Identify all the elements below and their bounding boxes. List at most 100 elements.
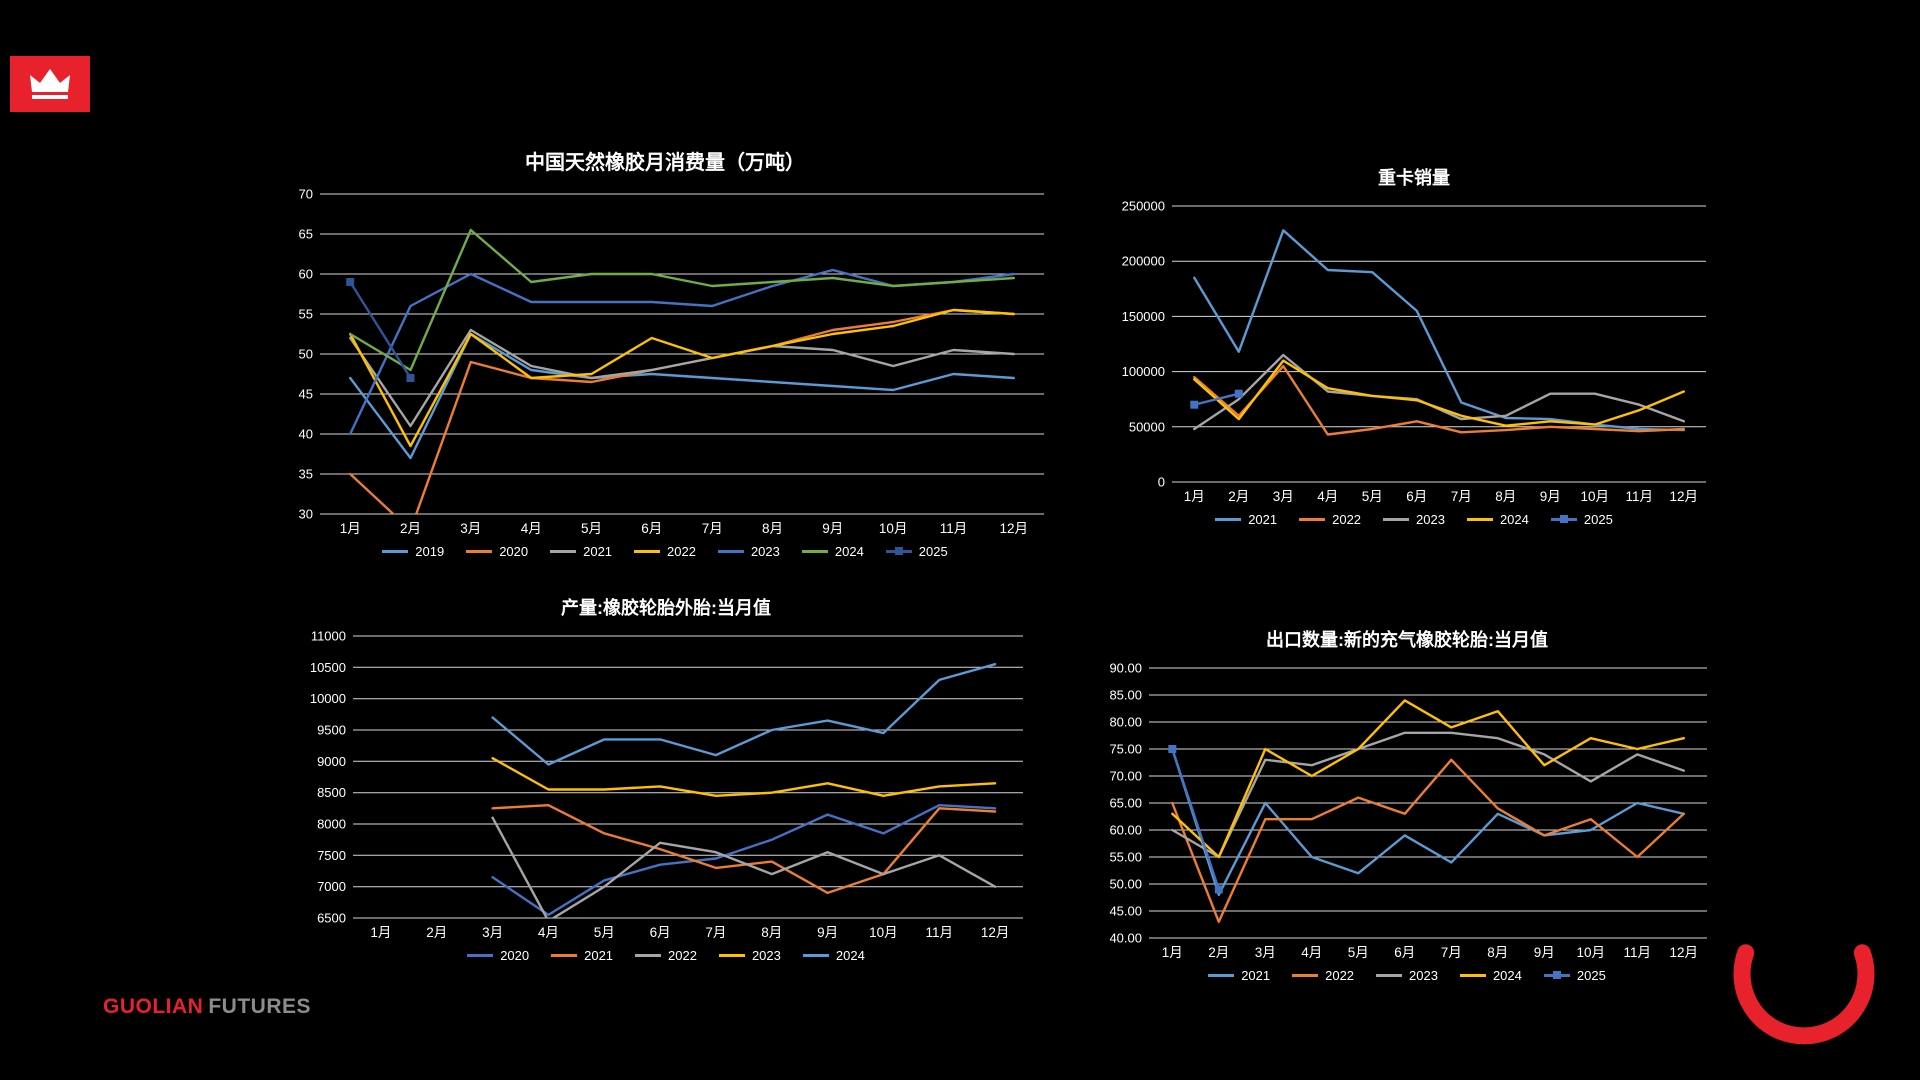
- y-tick-label: 7000: [317, 879, 346, 894]
- x-tick-label: 10月: [1577, 945, 1606, 960]
- legend-swatch: [1215, 518, 1242, 521]
- series-2024: [1171, 699, 1685, 859]
- legend-item-2022: 2022: [634, 544, 696, 559]
- y-tick-label: 60: [299, 267, 313, 282]
- x-tick-label: 3月: [460, 521, 481, 536]
- y-tick-label: 75.00: [1109, 742, 1142, 757]
- chart-legend: 2021 2022 2023 2024 2025: [1108, 512, 1720, 527]
- tire-production-plot: 6500 7000 7500 8000 8500 9000 9500 10000 10500 11…: [310, 629, 1023, 940]
- legend-label: 2023: [750, 544, 780, 559]
- legend-item-2025: 2025: [1550, 512, 1613, 527]
- legend-item-2024: 2024: [1459, 968, 1522, 983]
- series-2020: [491, 804, 997, 917]
- y-tick-label: 50: [299, 347, 313, 362]
- x-tick-label: 6月: [650, 925, 671, 940]
- legend-swatch: [1208, 974, 1235, 977]
- x-tick-label: 2月: [400, 521, 421, 536]
- legend-swatch: [467, 954, 494, 957]
- legend-item-2021: 2021: [551, 948, 613, 963]
- crown-logo: [10, 56, 90, 112]
- x-tick-label: 1月: [370, 925, 391, 940]
- x-tick-label: 5月: [581, 521, 602, 536]
- legend-item-2025: 2025: [885, 544, 948, 559]
- legend-square-marker: [1559, 515, 1568, 523]
- x-tick-label: 3月: [1255, 945, 1276, 960]
- x-tick-label: 2月: [1228, 489, 1249, 504]
- legend-swatch: [466, 550, 493, 553]
- marker-2025: [1190, 400, 1199, 409]
- y-tick-label: 35: [299, 467, 313, 482]
- x-tick-label: 9月: [817, 925, 838, 940]
- series-2022: [1171, 758, 1685, 923]
- chart-tire-production: 产量:橡胶轮胎外胎:当月值 6500 7000 7500 8000 8500 9000 95…: [295, 594, 1037, 963]
- heavy-truck-sales-plot: 0 50000 100000 150000 200000 250000 1月 2月 3月 4月 5月…: [1122, 199, 1706, 504]
- legend-item-2021: 2021: [1208, 968, 1270, 983]
- chart-title: 中国天然橡胶月消费量（万吨）: [525, 152, 805, 174]
- series-2024: [349, 228, 1015, 372]
- chart-tire-exports: 出口数量:新的充气橡胶轮胎:当月值 40.00 45.00 50.00 55.00 60…: [1093, 626, 1721, 983]
- legend-label: 2023: [751, 948, 781, 963]
- series-2025: [349, 280, 412, 380]
- y-tick-label: 90.00: [1109, 661, 1142, 676]
- chart-legend: 2020 2021 2022 2023 2024: [295, 948, 1037, 963]
- x-tick-label: 10月: [1581, 489, 1610, 504]
- y-tick-label: 150000: [1122, 309, 1165, 324]
- x-tick-label: 2月: [1208, 945, 1229, 960]
- y-tick-label: 45.00: [1109, 904, 1142, 919]
- legend-label: 2021: [1248, 512, 1278, 527]
- marker-2025: [346, 278, 355, 286]
- legend-swatch: [1459, 974, 1486, 977]
- series-2023: [1193, 353, 1685, 431]
- y-tick-label: 10500: [310, 660, 346, 675]
- x-tick-label: 4月: [1301, 945, 1322, 960]
- legend-label: 2025: [1576, 968, 1606, 983]
- legend-swatch: [550, 550, 577, 553]
- y-tick-label: 55: [299, 307, 313, 322]
- x-tick-label: 4月: [521, 521, 542, 536]
- legend-swatch: [1292, 974, 1319, 977]
- legend-swatch: [801, 550, 828, 553]
- series-2022: [491, 816, 997, 918]
- legend-item-2022: 2022: [1292, 968, 1354, 983]
- rubber-consumption-plot: 30 35 40 45 50 55 60 65 70 1月 2月 3月 4月 5月 6月 7月 8月 9月 10月 1…: [299, 187, 1044, 536]
- y-tick-label: 30: [299, 507, 313, 522]
- y-tick-label: 10000: [310, 691, 346, 706]
- y-tick-label: 0: [1158, 475, 1165, 490]
- legend-swatch: [717, 550, 744, 553]
- x-tick-label: 1月: [340, 521, 361, 536]
- x-tick-label: 11月: [940, 521, 968, 536]
- x-tick-label: 4月: [1317, 489, 1338, 504]
- y-tick-label: 55.00: [1109, 850, 1142, 865]
- x-tick-label: 10月: [869, 925, 898, 940]
- x-tick-label: 12月: [1670, 945, 1699, 960]
- legend-item-2023: 2023: [1383, 512, 1445, 527]
- x-tick-label: 12月: [1000, 521, 1029, 536]
- x-tick-label: 4月: [538, 925, 559, 940]
- y-tick-label: 65: [299, 227, 313, 242]
- y-tick-label: 100000: [1122, 364, 1165, 379]
- legend-swatch: [1543, 971, 1570, 979]
- y-tick-label: 6500: [317, 911, 346, 926]
- y-tick-label: 9000: [317, 754, 346, 769]
- legend-item-2020: 2020: [466, 544, 528, 559]
- legend-item-2024: 2024: [1466, 512, 1529, 527]
- legend-label: 2022: [667, 544, 696, 559]
- legend-swatch: [1376, 974, 1403, 977]
- y-tick-label: 11000: [311, 629, 346, 644]
- chart-legend: 2019 2020 2021 2022 2023 2024 2025: [272, 544, 1058, 559]
- legend-swatch: [1550, 515, 1577, 523]
- series-2025: [1193, 392, 1240, 406]
- legend-item-2024: 2024: [802, 948, 865, 963]
- x-tick-label: 11月: [926, 925, 954, 940]
- legend-swatch: [635, 954, 662, 957]
- x-tick-label: 8月: [761, 925, 782, 940]
- legend-square-marker: [894, 547, 903, 555]
- y-tick-label: 8000: [317, 817, 346, 832]
- decorative-arc: [1733, 944, 1875, 1045]
- legend-square-marker: [1552, 971, 1561, 979]
- chart-title: 出口数量:新的充气橡胶轮胎:当月值: [1266, 630, 1548, 650]
- y-tick-label: 50.00: [1109, 877, 1142, 892]
- brand-footer: GUOLIAN FUTURES: [103, 995, 311, 1019]
- y-tick-label: 8500: [317, 785, 346, 800]
- legend-label: 2020: [499, 544, 529, 559]
